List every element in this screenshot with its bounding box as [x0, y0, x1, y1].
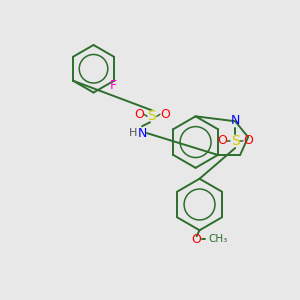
Text: O: O [192, 233, 202, 246]
Text: O: O [134, 108, 144, 121]
Text: S: S [231, 134, 240, 148]
Text: F: F [110, 79, 117, 92]
Text: O: O [243, 134, 253, 147]
Text: O: O [160, 108, 170, 121]
Text: S: S [148, 109, 156, 123]
Text: O: O [218, 134, 227, 147]
Text: N: N [137, 127, 147, 140]
Text: N: N [230, 114, 240, 127]
Text: CH₃: CH₃ [208, 234, 228, 244]
Text: H: H [129, 128, 137, 138]
